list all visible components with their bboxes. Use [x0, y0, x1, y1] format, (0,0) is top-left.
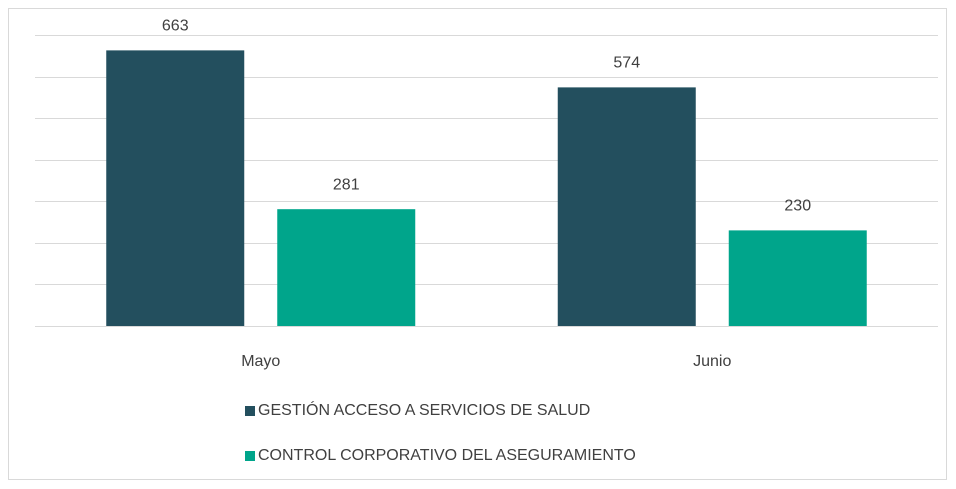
- data-label: 230: [784, 198, 811, 215]
- legend-swatch: [245, 406, 255, 416]
- legend-swatch: [245, 451, 255, 461]
- data-label: 663: [162, 18, 189, 35]
- data-label: 574: [613, 55, 640, 72]
- bar: [106, 50, 245, 326]
- data-label: 281: [333, 176, 360, 193]
- bar: [277, 209, 416, 326]
- bar: [728, 230, 867, 326]
- x-tick-label: Mayo: [241, 353, 280, 370]
- x-tick-label: Junio: [693, 353, 731, 370]
- legend-label: GESTIÓN ACCESO A SERVICIOS DE SALUD: [258, 400, 590, 419]
- legend-label: CONTROL CORPORATIVO DEL ASEGURAMIENTO: [258, 447, 636, 464]
- bar: [557, 87, 696, 326]
